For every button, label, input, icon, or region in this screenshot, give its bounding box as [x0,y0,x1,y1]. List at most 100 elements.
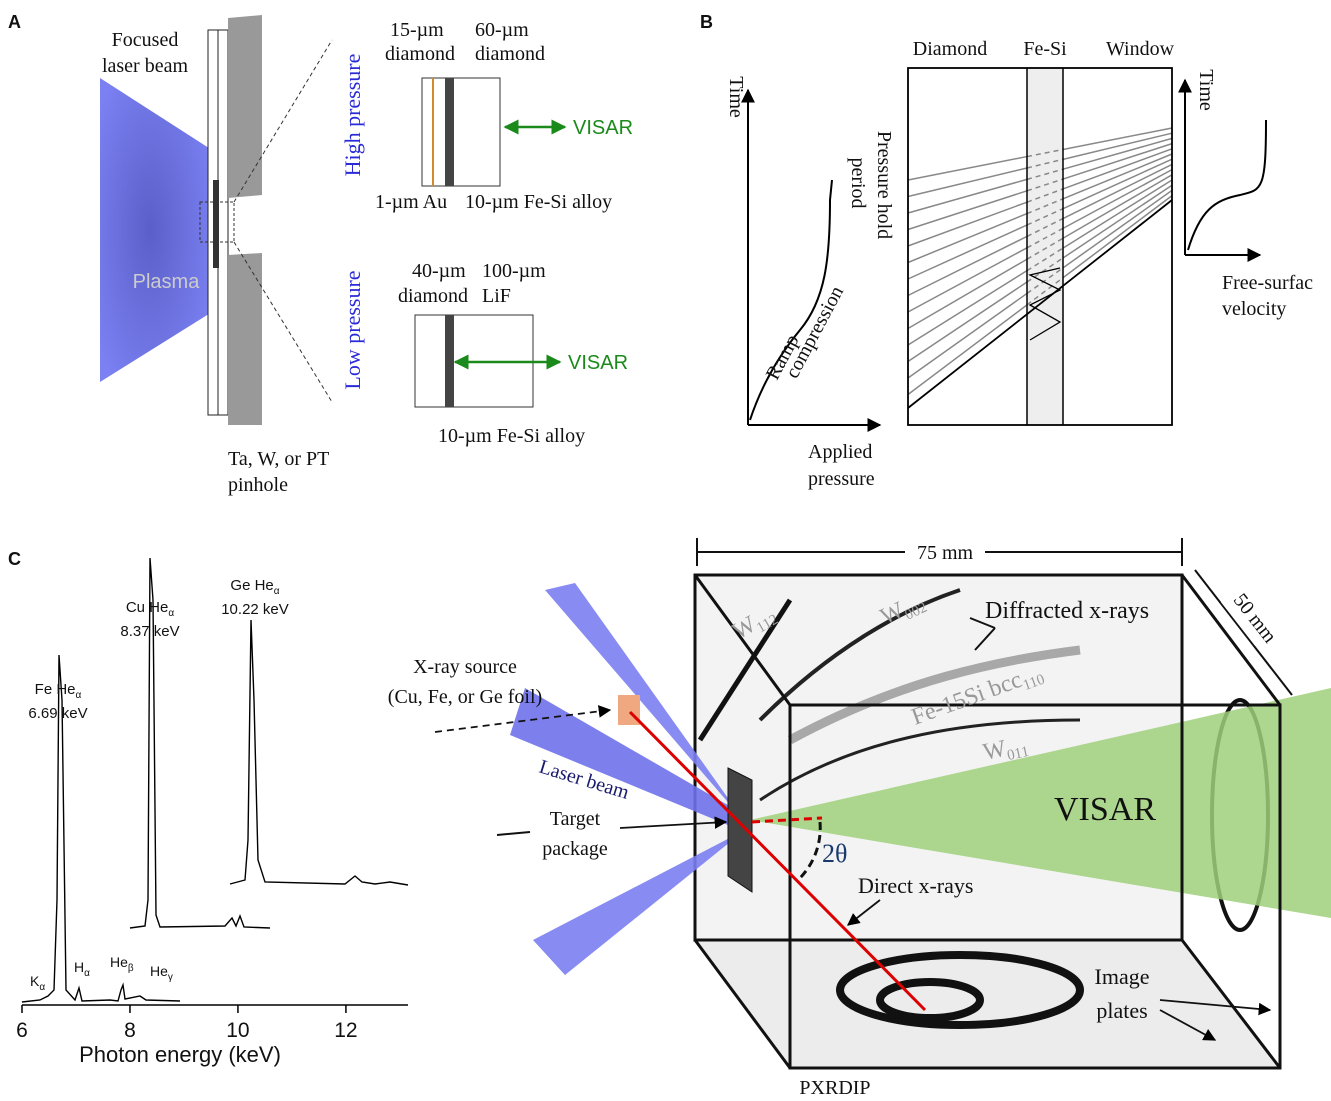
label: Free-surfac [1222,272,1313,294]
label: Applied [808,441,872,463]
wave-ray [1026,217,1064,238]
label: X-ray source [413,656,517,678]
alloy [445,78,454,186]
wave-ray [1026,188,1064,203]
label: VISAR [568,352,628,374]
laser-beam [510,688,745,830]
diffraction-arc [787,645,1081,744]
diffraction-arc [758,588,961,722]
target [727,767,753,893]
wave-ray [1026,168,1064,181]
label: Diamond [913,38,987,60]
wave-ray [907,281,1028,363]
dimension [1194,569,1293,696]
arrow [969,617,996,651]
sample [213,180,219,268]
x-tick-label: 12 [334,1019,357,1042]
wave-ray [1026,277,1064,306]
label: 1-µm Au [375,191,447,213]
x-tick-label: 10 [226,1019,249,1042]
laser-beam [533,830,745,975]
zoom-box [199,201,235,243]
wave-ray [907,269,1028,346]
panel-b: B Time Pressure hold period Ramp compres… [700,12,1313,490]
label: pinhole [228,474,288,496]
label: Time [725,76,747,118]
label: Window [1106,38,1175,60]
ge-spectrum [229,619,409,886]
wave-ray [1026,158,1064,169]
label: compression [781,282,848,382]
wave-ray [907,224,1028,280]
arrow [496,831,531,836]
diffraction-arc [697,598,793,742]
label: plates [1096,998,1147,1023]
label: pressure [808,468,875,490]
arrow [1159,999,1272,1016]
wave-ray [1062,163,1173,220]
label: diamond [398,285,468,307]
arrow [847,899,881,926]
label: Low pressure [340,270,365,389]
pinhole [228,253,262,425]
wave-ray [1062,137,1173,170]
angle-arc [798,821,822,880]
zoom-line [233,39,333,203]
wave-ray [907,178,1028,214]
alloy [445,315,454,407]
line-label: Kα [30,973,45,993]
diffraction-arc [759,718,1081,802]
label: Focused [112,29,179,51]
shock-path [907,199,1173,409]
label: 10-µm Fe-Si alloy [438,425,585,447]
window [217,29,229,416]
label: Diffracted x-rays [985,598,1149,624]
line-label: Hα [74,959,90,979]
label: High pressure [340,54,365,177]
label: 15-µm [390,19,444,41]
wave-ray [907,292,1028,379]
wave-ray [1062,174,1173,239]
wave-ray [1026,227,1064,249]
wave-ray [1062,168,1173,230]
direct-beam-ring [876,978,984,1022]
label: Time [1195,69,1217,111]
direct-xray [628,710,927,1012]
label: Image [1095,964,1150,989]
wave-ray [907,235,1028,297]
wave-ray [907,201,1028,247]
cu-spectrum [129,557,271,929]
label: Direct x-rays [858,873,973,898]
arrow [434,705,612,733]
wave-ray [1062,158,1173,210]
label: VISAR [1054,791,1156,828]
visar-beam [750,688,1331,918]
velocity-curve [1187,119,1267,251]
label: velocity [1222,298,1286,320]
peak-label: Ge Heα [230,577,279,597]
arrow [1159,1009,1217,1041]
label: 10-µm Fe-Si alloy [465,191,612,213]
label: Pressure hold [873,131,895,239]
wave-ray [907,190,1028,231]
wave-ray [1062,153,1173,200]
wave-ray [907,258,1028,330]
panel-label: C [8,549,21,569]
label: W011 [981,731,1031,769]
label: period [847,157,869,208]
wave-ray [1026,237,1064,260]
wave-ray [1062,148,1173,190]
fe-si-layer [1027,68,1063,425]
panel-c: C 6 8 10 12 Photon energy (keV) Fe Heα 6.69… [8,538,1331,1099]
fe-spectrum [21,654,181,1003]
label: Fe-Si [1023,38,1067,60]
peak-energy: 8.37 keV [120,623,179,640]
wave-ray [1062,132,1173,161]
wave-ray [1062,195,1173,279]
reference-line [751,816,823,824]
panel-label: A [8,12,21,32]
wave-ray [1026,257,1064,283]
plasma [100,78,212,382]
wave-ray [1062,179,1173,249]
